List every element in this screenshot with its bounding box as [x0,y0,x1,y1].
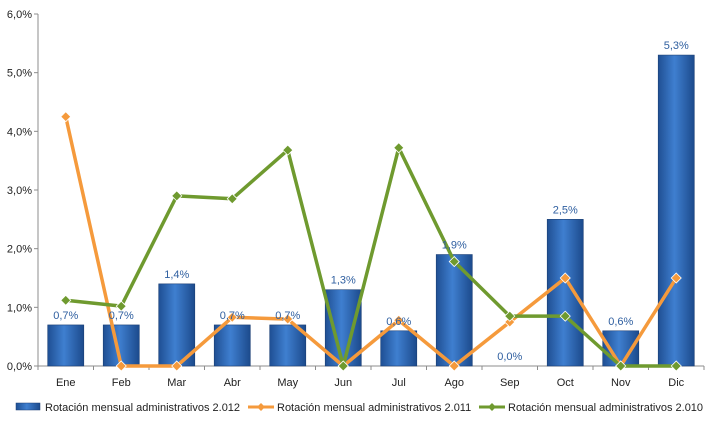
series-point [615,360,627,372]
bar [435,254,473,367]
series-point [393,314,405,326]
series-point [282,144,294,156]
x-tick-label: Mar [167,377,186,389]
legend-item: Rotación mensual administrativos 2.011 [248,402,471,414]
data-labels: 0,7% 0,7% 1,4% 0,7% 0,7% 1,3% 0,6% 1,9% 0,0% 2,5%… [53,40,689,363]
bar-data-label: 2,5% [553,204,578,216]
series-point [282,313,294,325]
series-line [64,146,678,368]
bar-data-label: 0,6% [608,316,633,328]
y-tick-label: 1,0% [7,302,32,314]
series-line [64,114,678,368]
x-tick-label: Ene [56,377,76,389]
axes: 0,0% 1,0% 2,0% 3,0% 4,0% 5,0% 6,0% Ene Feb Mar Abr… [7,9,705,389]
series-point [504,310,516,322]
legend-swatch-marker [488,403,496,411]
legend-label: Rotación mensual administrativos 2.011 [277,402,471,414]
series-point [171,190,183,202]
series-point [670,360,682,372]
bar [158,283,196,367]
series-point [448,360,460,372]
bar-data-label: 5,3% [664,40,689,52]
bar-data-label: 0,0% [497,351,522,363]
legend-item: Rotación mensual administrativos 2.010 [479,402,703,414]
legend-swatch-marker [257,403,265,411]
series-point [337,360,349,372]
y-tick-label: 4,0% [7,126,32,138]
series-point [226,193,238,205]
x-tick-label: Oct [557,377,574,389]
y-tick-label: 6,0% [7,9,32,21]
bar [269,324,307,367]
bar-data-label: 0,6% [386,316,411,328]
x-tick-label: Jun [334,377,352,389]
bar-data-label: 1,4% [164,269,189,281]
x-tick-label: Feb [112,377,131,389]
legend-label: Rotación mensual administrativos 2.010 [508,402,703,414]
bar-data-label: 0,7% [109,310,134,322]
x-tick-label: Abr [224,377,241,389]
series-point [670,272,682,284]
x-tick-label: Sep [500,377,520,389]
x-tick-label: Dic [668,377,684,389]
series-point [504,316,516,328]
bar [213,324,251,367]
series-point [226,311,238,323]
y-tick-label: 3,0% [7,185,32,197]
series-point [115,360,127,372]
legend: Rotación mensual administrativos 2.012 Ro… [15,402,703,414]
y-tick-label: 2,0% [7,244,32,256]
bar [657,54,695,367]
y-tick-label: 0,0% [7,361,32,373]
series-point [393,142,405,154]
series-point [448,256,460,268]
bar [546,219,584,367]
bar-data-label: 0,7% [220,310,245,322]
bar-data-label: 1,9% [442,240,467,252]
y-tick-label: 5,0% [7,68,32,80]
series-point [115,300,127,312]
series-point [60,294,72,306]
series-point [559,310,571,322]
bar-data-label: 0,7% [53,310,78,322]
x-tick-label: May [277,377,298,389]
x-tick-label: Ago [444,377,464,389]
legend-swatch-bar [15,402,41,411]
series-point [171,360,183,372]
legend-label: Rotación mensual administrativos 2.012 [45,402,240,414]
bar-data-label: 1,3% [331,275,356,287]
bar-data-label: 0,7% [275,310,300,322]
bar-series [47,54,695,367]
x-tick-label: Nov [611,377,631,389]
series-point [559,272,571,284]
legend-item: Rotación mensual administrativos 2.012 [15,402,240,414]
x-tick-label: Jul [392,377,406,389]
series-point [60,111,72,123]
bar [47,324,85,367]
bar [324,289,362,367]
bar [380,330,418,367]
line-series [60,111,682,372]
